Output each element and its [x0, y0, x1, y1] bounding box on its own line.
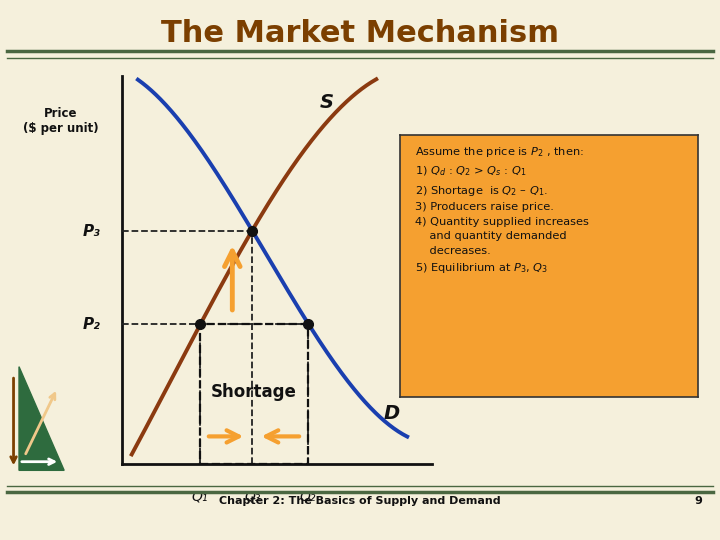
Text: Chapter 2: The Basics of Supply and Demand: Chapter 2: The Basics of Supply and Dema…: [219, 496, 501, 506]
Text: P₂: P₂: [83, 317, 101, 332]
Text: Shortage: Shortage: [211, 383, 297, 401]
Text: Price
($ per unit): Price ($ per unit): [22, 107, 99, 134]
Text: P₃: P₃: [83, 224, 101, 239]
Text: Assume the price is $P_2$ , then:
1) $Q_d$ : $Q_2$ > $Q_s$ : $Q_1$
2) Shortage  : Assume the price is $P_2$ , then: 1) $Q_…: [415, 145, 588, 275]
Text: Q₂: Q₂: [300, 490, 316, 504]
Polygon shape: [19, 367, 64, 470]
Text: S: S: [320, 93, 334, 112]
Text: D: D: [384, 404, 400, 423]
Text: 9: 9: [694, 496, 702, 506]
Text: Q₃: Q₃: [244, 490, 261, 504]
Bar: [200, 325, 308, 464]
Text: Q₁: Q₁: [192, 490, 208, 504]
Text: The Market Mechanism: The Market Mechanism: [161, 19, 559, 48]
